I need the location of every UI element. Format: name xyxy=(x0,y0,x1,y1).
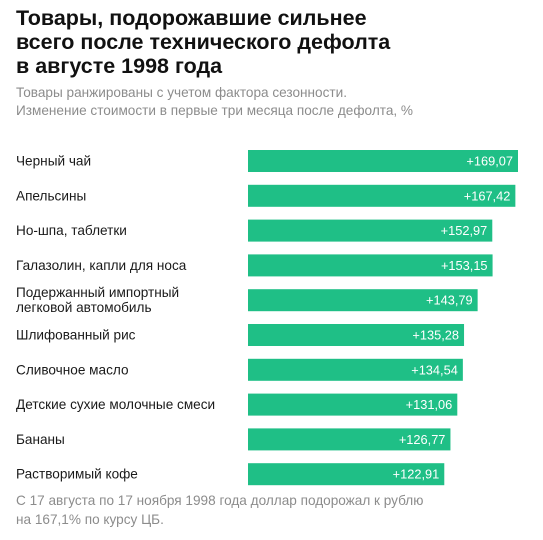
category-label-8: Бананы xyxy=(16,432,65,447)
bar-9 xyxy=(248,463,445,486)
chart-title: Товары, подорожавшие сильнее всего после… xyxy=(16,6,391,78)
bar-value-label-1: +167,42 xyxy=(464,188,511,203)
footnote: С 17 августа по 17 ноября 1998 года долл… xyxy=(16,493,424,527)
bar-value-label-5: +135,28 xyxy=(412,328,459,343)
bar-value-label-4: +143,79 xyxy=(426,293,473,308)
bar-value-label-7: +131,06 xyxy=(406,397,453,412)
bar-value-label-0: +169,07 xyxy=(466,154,513,169)
bar-6 xyxy=(248,358,463,381)
bar-1 xyxy=(248,184,516,207)
bar-4 xyxy=(248,289,478,312)
category-label-2: Но-шпа, таблетки xyxy=(16,223,127,238)
category-label-7: Детские сухие молочные смеси xyxy=(16,397,215,412)
bar-3 xyxy=(248,254,493,277)
category-label-3: Галазолин, капли для носа xyxy=(16,258,187,273)
category-label-0: Черный чай xyxy=(16,154,91,169)
bar-value-label-2: +152,97 xyxy=(441,223,488,238)
category-label-4: Подержанный импортный легковой автомобиль xyxy=(16,285,179,315)
bar-0 xyxy=(248,150,518,172)
bar-value-label-3: +153,15 xyxy=(441,258,488,273)
bar-value-label-6: +134,54 xyxy=(411,362,458,377)
bar-2 xyxy=(248,219,493,242)
category-label-5: Шлифованный рис xyxy=(16,328,136,343)
bar-value-label-8: +126,77 xyxy=(399,432,446,447)
category-label-1: Апельсины xyxy=(16,188,86,203)
category-label-9: Растворимый кофе xyxy=(16,467,138,482)
category-label-6: Сливочное масло xyxy=(16,362,129,377)
bar-7 xyxy=(248,393,458,416)
bar-5 xyxy=(248,324,465,346)
chart-subtitle: Товары ранжированы с учетом фактора сезо… xyxy=(16,85,414,118)
bar-value-label-9: +122,91 xyxy=(393,467,440,482)
bar-8 xyxy=(248,428,451,451)
